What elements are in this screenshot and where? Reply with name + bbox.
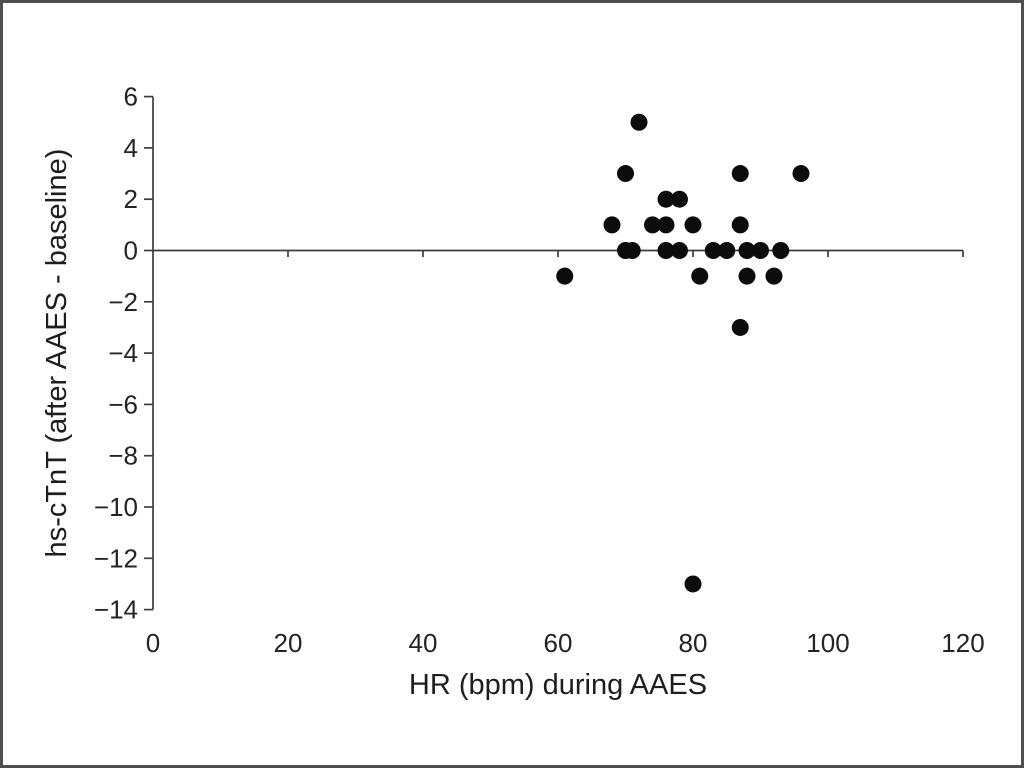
data-point <box>738 267 756 285</box>
data-point <box>671 242 688 259</box>
y-tick-label: −14 <box>94 595 138 625</box>
y-tick-label: 6 <box>124 82 138 112</box>
scatter-chart: 6 4 2 0 −2 −4 −6 −8 −10 −12 −14 0 20 40 60 80 100 120 hs-… <box>3 3 1021 765</box>
y-tick-label: −12 <box>94 543 138 573</box>
y-axis-title: hs-cTnT (after AAES - baseline) <box>41 148 73 558</box>
x-tick-label: 20 <box>274 628 303 658</box>
data-point <box>657 242 675 259</box>
data-point <box>772 242 790 259</box>
y-tick-label: 2 <box>124 184 138 214</box>
data-point <box>765 267 783 285</box>
y-tick-label: 0 <box>124 236 138 266</box>
data-point <box>684 575 702 593</box>
data-point <box>644 216 661 234</box>
x-tick-label: 120 <box>941 628 984 658</box>
x-tick-label: 0 <box>146 628 160 658</box>
data-point <box>671 190 688 208</box>
y-tick-label: 4 <box>124 133 138 163</box>
data-point <box>556 267 574 285</box>
data-point <box>731 165 749 183</box>
y-tick-label: −4 <box>108 338 138 368</box>
x-tick-label: 40 <box>409 628 438 658</box>
data-point <box>657 190 675 208</box>
data-point <box>617 165 634 183</box>
data-point <box>691 267 709 285</box>
x-tick-label: 60 <box>544 628 573 658</box>
data-point <box>630 113 648 131</box>
data-point <box>731 216 749 234</box>
data-point <box>792 165 810 183</box>
y-tick-label: −6 <box>108 389 138 419</box>
y-tick-label: −8 <box>108 441 138 471</box>
data-point <box>752 242 769 259</box>
x-tick-label: 100 <box>806 628 849 658</box>
data-point <box>718 242 736 259</box>
data-point <box>623 242 641 259</box>
data-point <box>684 216 702 234</box>
data-point <box>603 216 621 234</box>
data-point <box>657 216 675 234</box>
data-point <box>704 242 722 259</box>
x-tick-label: 80 <box>679 628 708 658</box>
y-tick-label: −2 <box>108 287 138 317</box>
data-point <box>738 242 756 259</box>
y-tick-label: −10 <box>94 492 138 522</box>
data-point <box>731 318 749 336</box>
x-axis-title: HR (bpm) during AAES <box>408 669 708 701</box>
